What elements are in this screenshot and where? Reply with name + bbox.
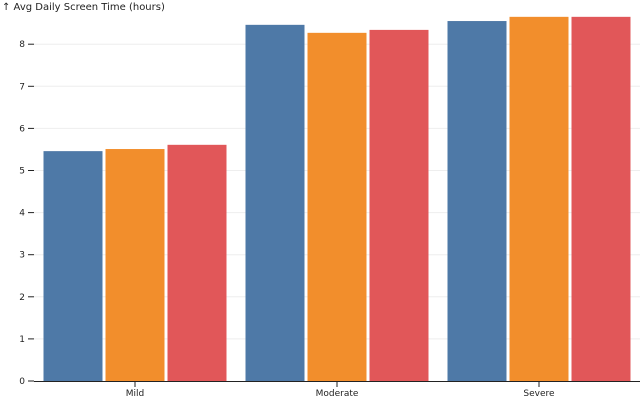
y-tick-label: 4 — [19, 209, 25, 219]
bar-mild-2 — [167, 144, 227, 381]
x-tick-label: Moderate — [316, 389, 359, 399]
y-tick-label: 5 — [19, 167, 25, 177]
bar-moderate-2 — [369, 29, 429, 382]
y-tick-label: 2 — [19, 293, 25, 303]
y-tick-label: 7 — [19, 82, 25, 92]
bar-moderate-1 — [307, 32, 367, 381]
bar-moderate-0 — [245, 24, 305, 382]
x-tick-label: Mild — [126, 389, 144, 399]
y-tick-label: 8 — [19, 40, 25, 50]
bar-severe-2 — [571, 16, 631, 382]
y-tick-label: 0 — [19, 377, 25, 387]
y-tick-label: 6 — [19, 124, 25, 134]
y-axis-label: ↑ Avg Daily Screen Time (hours) — [2, 2, 165, 13]
bar-severe-0 — [447, 21, 507, 381]
y-tick-label: 3 — [19, 251, 25, 261]
bar-mild-0 — [43, 151, 103, 381]
bar-mild-1 — [105, 149, 165, 381]
bar-severe-1 — [509, 16, 569, 382]
y-tick-label: 1 — [19, 335, 25, 345]
x-tick-label: Severe — [523, 389, 555, 399]
